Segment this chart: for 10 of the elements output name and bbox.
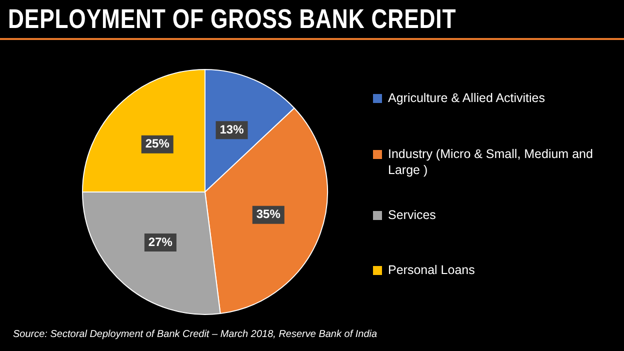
data-label: 13% <box>220 122 244 136</box>
legend-label: Personal Loans <box>388 262 475 278</box>
legend-label: Services <box>388 207 436 223</box>
chart-title: DEPLOYMENT OF GROSS BANK CREDIT <box>8 4 456 35</box>
data-label: 27% <box>148 234 173 249</box>
legend-label: Industry (Micro & Small, Medium and Large ) <box>388 146 593 178</box>
source-note: Source: Sectoral Deployment of Bank Credit – March 2018, Reserve Bank of India <box>13 329 378 340</box>
data-label: 25% <box>145 136 170 151</box>
data-label: 35% <box>256 207 281 222</box>
legend-label: Agriculture & Allied Activities <box>388 90 546 106</box>
